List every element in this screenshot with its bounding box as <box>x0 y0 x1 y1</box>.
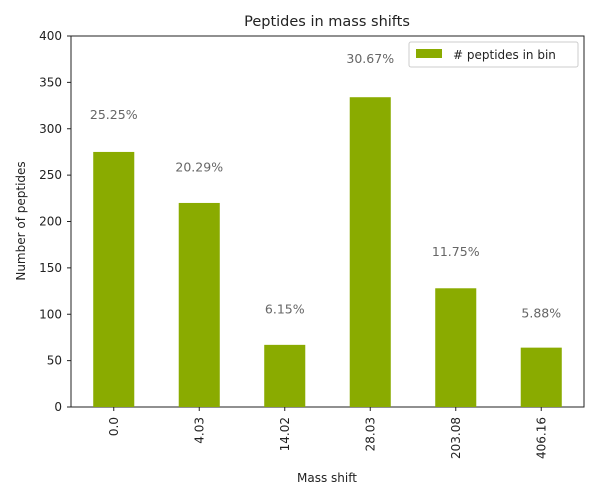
plot-frame <box>70 35 585 408</box>
legend-box <box>408 41 579 68</box>
x-tick-label: 14.02 <box>278 417 292 451</box>
percent-label: 5.88% <box>521 305 561 320</box>
percent-label: 6.15% <box>265 302 305 317</box>
y-tick-label: 100 <box>39 307 62 321</box>
y-axis-ticks: 0 50 100 150 200 250 300 350 400 <box>39 29 71 414</box>
x-tick-label: 4.03 <box>192 417 206 444</box>
y-tick-label: 200 <box>39 215 62 229</box>
chart-title: Peptides in mass shifts <box>244 14 410 30</box>
bar <box>93 151 135 407</box>
y-tick-label: 300 <box>39 122 62 136</box>
percent-label: 11.75% <box>432 244 480 259</box>
x-tick-label: 0.0 <box>107 417 121 436</box>
percent-label: 20.29% <box>175 160 223 175</box>
x-axis-label: Mass shift <box>297 471 357 485</box>
y-tick-label: 150 <box>39 261 62 275</box>
bar <box>178 202 220 407</box>
x-tick-label: 28.03 <box>363 417 377 451</box>
y-tick-label: 50 <box>47 354 62 368</box>
percent-label: 25.25% <box>90 107 138 122</box>
bar <box>520 347 562 407</box>
bar <box>435 288 477 407</box>
legend-swatch <box>416 49 442 58</box>
bar <box>264 344 306 407</box>
y-tick-label: 250 <box>39 168 62 182</box>
percent-annotations: 25.25% 20.29% 6.15% 30.67% 11.75% 5.88% <box>90 51 561 320</box>
x-axis-ticks: 0.0 4.03 14.02 28.03 203.08 406.16 <box>107 407 548 459</box>
y-tick-label: 400 <box>39 29 62 43</box>
y-axis-label: Number of peptides <box>14 161 28 280</box>
legend: # peptides in bin <box>408 41 579 68</box>
legend-label: # peptides in bin <box>453 48 556 62</box>
x-tick-label: 406.16 <box>534 417 548 459</box>
y-tick-label: 350 <box>39 75 62 89</box>
x-tick-label: 203.08 <box>449 417 463 459</box>
bars <box>93 97 562 407</box>
percent-label: 30.67% <box>346 51 394 66</box>
bar <box>349 97 391 407</box>
y-tick-label: 0 <box>54 400 62 414</box>
